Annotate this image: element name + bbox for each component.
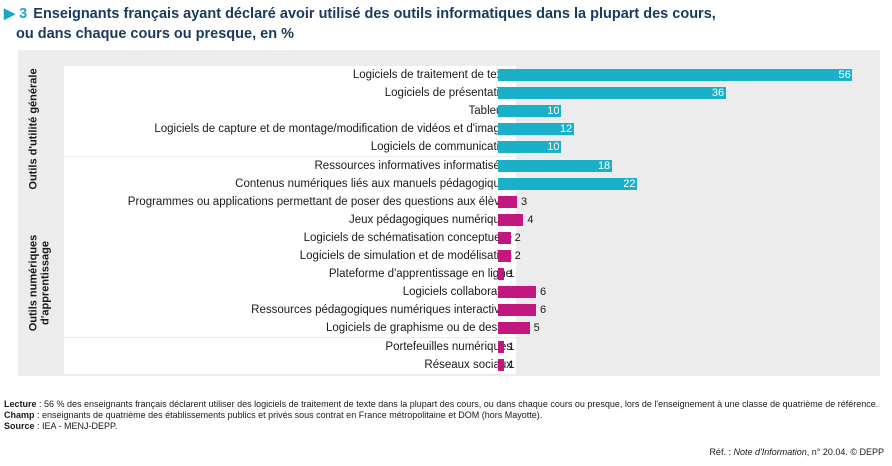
category-label: Logiciels de traitement de texte [352,69,512,81]
category-label: Logiciels de simulation et de modélisati… [299,250,512,262]
category-label: Logiciels de graphisme ou de dessin [325,322,512,335]
title-line-2: ou dans chaque cours ou presque, en % [16,26,294,42]
category-label: Jeux pédagogiques numériques [348,213,512,226]
bar [498,213,524,226]
category-label: Logiciels de schématisation conceptuelle [303,231,512,244]
category-label: Logiciels de capture et de montage/modif… [154,123,512,136]
category-row: Réseaux sociaux [64,355,516,374]
bar [498,177,638,190]
bar-value-label: 12 [559,123,573,136]
bar [498,87,726,100]
category-label: Programmes ou applications permettant de… [127,195,512,208]
chart-title: ▶ 3 Enseignants français ayant déclaré a… [4,4,884,44]
figure-number: ▶ 3 [4,6,28,22]
bar [498,123,574,136]
bar [498,304,536,317]
bar-value-label: 36 [711,87,725,100]
category-label: Ressources pédagogiques numériques inter… [251,304,512,317]
bar-value-label: 10 [547,105,560,118]
category-row: Programmes ou applications permettant de… [64,192,516,211]
bar [498,268,505,281]
bar-value-label: 10 [547,141,560,154]
title-line-1: Enseignants français ayant déclaré avoir… [33,6,716,22]
category-label: Logiciels de présentation [384,87,512,100]
bar-value-label: 4 [527,213,534,226]
group-label: Outils numériques d'apprentissage [27,234,51,332]
category-row: Logiciels de présentation [64,84,516,103]
bar [498,358,505,371]
category-row: Logiciels de capture et de montage/modif… [64,120,516,139]
reference: Réf. : Note d'Information, n° 20.04. © D… [709,447,884,457]
category-row: Ressources informatives informatisées [64,156,516,175]
note-champ: Champ : enseignants de quatrième des éta… [4,410,543,420]
category-row: Logiciels de communication [64,138,516,157]
chart-panel: Logiciels de traitement de texte 56 Logici… [18,50,880,376]
bar [498,69,853,81]
bar [498,250,511,262]
group-label: Outils d'utilité générale [27,68,39,190]
bar [498,195,517,208]
bar-value-label: 1 [508,268,515,281]
category-row: Logiciels de traitement de texte [64,66,516,84]
category-row: Contenus numériques liés aux manuels péd… [64,174,516,193]
bar [498,286,536,299]
bar-value-label: 1 [508,358,515,371]
note-source: Source : IEA - MENJ-DEPP. [4,421,118,431]
category-row: Tableurs [64,102,516,121]
bar [498,340,505,353]
bar [498,105,562,118]
category-row: Jeux pédagogiques numériques [64,210,516,229]
bar [498,231,511,244]
category-row: Logiciels collaboratifs [64,283,516,302]
category-row: Logiciels de schématisation conceptuelle [64,228,516,247]
bar [498,159,612,172]
bar-value-label: 5 [533,322,540,335]
bar [498,322,530,335]
bar-value-label: 6 [539,304,547,317]
category-label: Contenus numériques liés aux manuels péd… [235,177,512,190]
bar [498,141,562,154]
chart-notes: Lecture : 56 % des enseignants français … [4,399,888,432]
category-label: Ressources informatives informatisées [314,159,513,172]
bar-value-label: 3 [520,195,528,208]
category-row: Portefeuilles numériques [64,337,516,356]
bar-value-label: 2 [514,231,521,244]
category-row: Logiciels de simulation et de modélisati… [64,247,516,265]
category-label: Logiciels collaboratifs [402,286,512,299]
bar-value-label: 22 [623,177,636,190]
bar-value-label: 18 [597,159,611,172]
category-label: Réseaux sociaux [424,358,512,371]
bar-value-label: 56 [838,69,851,81]
category-label: Logiciels de communication [370,141,512,154]
bar-value-label: 1 [508,340,515,353]
category-label: Portefeuilles numériques [385,340,512,353]
category-row: Logiciels de graphisme ou de dessin [64,319,516,338]
category-row: Ressources pédagogiques numériques inter… [64,301,516,320]
bar-value-label: 2 [514,250,521,262]
bar-value-label: 6 [539,286,547,299]
category-label: Plateforme d'apprentissage en ligne [328,268,512,281]
category-row: Plateforme d'apprentissage en ligne [64,265,516,284]
note-lecture: Lecture : 56 % des enseignants français … [4,399,879,409]
